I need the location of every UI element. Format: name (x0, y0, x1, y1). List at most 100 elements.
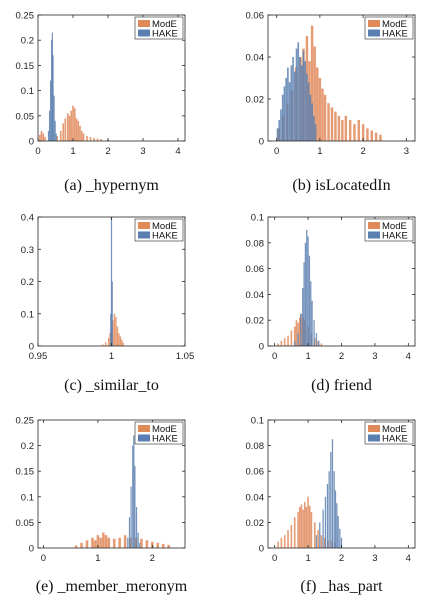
bar-mode (313, 338, 316, 346)
bar-mode (379, 134, 382, 141)
bar-mode (109, 333, 111, 346)
bar-mode (280, 340, 283, 346)
bar-hake (52, 55, 54, 141)
x-tick-label: 0 (272, 351, 277, 362)
x-tick-label: 1 (95, 553, 100, 564)
x-tick-label: 1.05 (176, 351, 195, 362)
y-tick-label: 0.1 (21, 309, 34, 320)
y-tick-label: 0.2 (21, 441, 34, 452)
bar-mode (80, 130, 83, 141)
bar-hake (55, 133, 57, 141)
bar-hake (48, 110, 51, 141)
y-tick-label: 0.02 (246, 95, 265, 106)
bar-hake (281, 94, 284, 141)
bar-mode (334, 111, 337, 141)
bar-hake (337, 516, 339, 548)
bar-hake (313, 320, 315, 346)
x-tick-label: 2 (360, 146, 365, 157)
bar-hake (302, 287, 304, 346)
bar-hake (110, 217, 113, 346)
bar-hake (294, 340, 296, 346)
bar-mode (64, 118, 67, 141)
bar-mode (307, 496, 309, 548)
bar-mode (116, 326, 119, 346)
axes-frame (37, 419, 186, 549)
bar-hake (313, 115, 315, 141)
bar-hake (315, 333, 318, 346)
bar-hake (307, 236, 309, 346)
axes-frame (267, 14, 416, 142)
legend-label: HAKE (382, 29, 408, 40)
x-tick-label: 0 (272, 553, 277, 564)
legend-swatch-mode (138, 20, 150, 27)
bar-mode (113, 313, 116, 346)
bar-mode (361, 124, 365, 141)
x-tick-label: 1 (70, 146, 75, 157)
bar-mode (82, 133, 85, 141)
panel-caption: (e) _member_meronym (36, 578, 188, 595)
bar-mode (317, 340, 319, 346)
bar-mode (327, 103, 330, 141)
bar-hake (133, 435, 135, 548)
bar-hake (324, 496, 327, 548)
bar-hake (319, 522, 321, 548)
bar-hake (314, 124, 317, 141)
bar-mode (104, 342, 107, 346)
bar-hake (295, 48, 298, 141)
bar-mode (91, 537, 94, 548)
legend-label: ModE (382, 19, 407, 30)
bar-mode (308, 505, 311, 548)
legend-label: HAKE (152, 29, 178, 40)
legend-swatch-mode (368, 20, 380, 27)
bar-mode (330, 107, 334, 141)
bar-mode (115, 316, 117, 346)
bar-hake (331, 439, 334, 548)
y-tick-label: 0 (29, 342, 34, 353)
bar-mode (298, 507, 301, 548)
y-tick-label: 0.15 (16, 61, 35, 72)
x-tick-label: 3 (140, 146, 145, 157)
bar-mode (357, 120, 361, 141)
x-tick-label: 1 (317, 146, 322, 157)
bar-hake (51, 32, 53, 141)
bar-hake (306, 229, 308, 346)
y-tick-label: 0.1 (21, 492, 34, 503)
bar-hake (292, 57, 294, 141)
bar-mode (119, 336, 122, 346)
x-tick-label: 4 (175, 146, 180, 157)
bar-mode (313, 46, 316, 141)
bar-hake (297, 42, 300, 141)
bar-mode (112, 538, 116, 548)
bar-mode (300, 313, 303, 346)
axes-frame (37, 14, 186, 142)
bar-mode (73, 108, 76, 141)
bar-hake (51, 40, 53, 142)
bar-hake (308, 255, 311, 346)
x-tick-label: 2 (105, 146, 110, 157)
bar-mode (99, 537, 102, 548)
series-hake (294, 229, 320, 346)
y-tick-label: 0 (29, 544, 34, 555)
y-tick-label: 0.04 (246, 290, 265, 301)
bar-hake (328, 471, 330, 548)
legend-label: ModE (382, 424, 407, 435)
bar-mode (324, 537, 326, 548)
y-tick-label: 0.06 (246, 264, 265, 275)
x-tick-label: 0 (35, 146, 40, 157)
legend-swatch-hake (368, 231, 380, 239)
y-tick-label: 0 (259, 137, 264, 148)
bar-mode (40, 130, 43, 141)
bar-mode (287, 335, 289, 346)
legend-label: ModE (382, 221, 407, 232)
bar-mode (298, 317, 301, 346)
bar-mode (151, 541, 154, 548)
y-tick-label: 0.2 (21, 277, 34, 288)
x-tick-label: 2 (150, 553, 155, 564)
x-tick-label: 2 (339, 553, 344, 564)
bar-hake (132, 445, 134, 548)
y-tick-label: 0.04 (246, 53, 265, 64)
